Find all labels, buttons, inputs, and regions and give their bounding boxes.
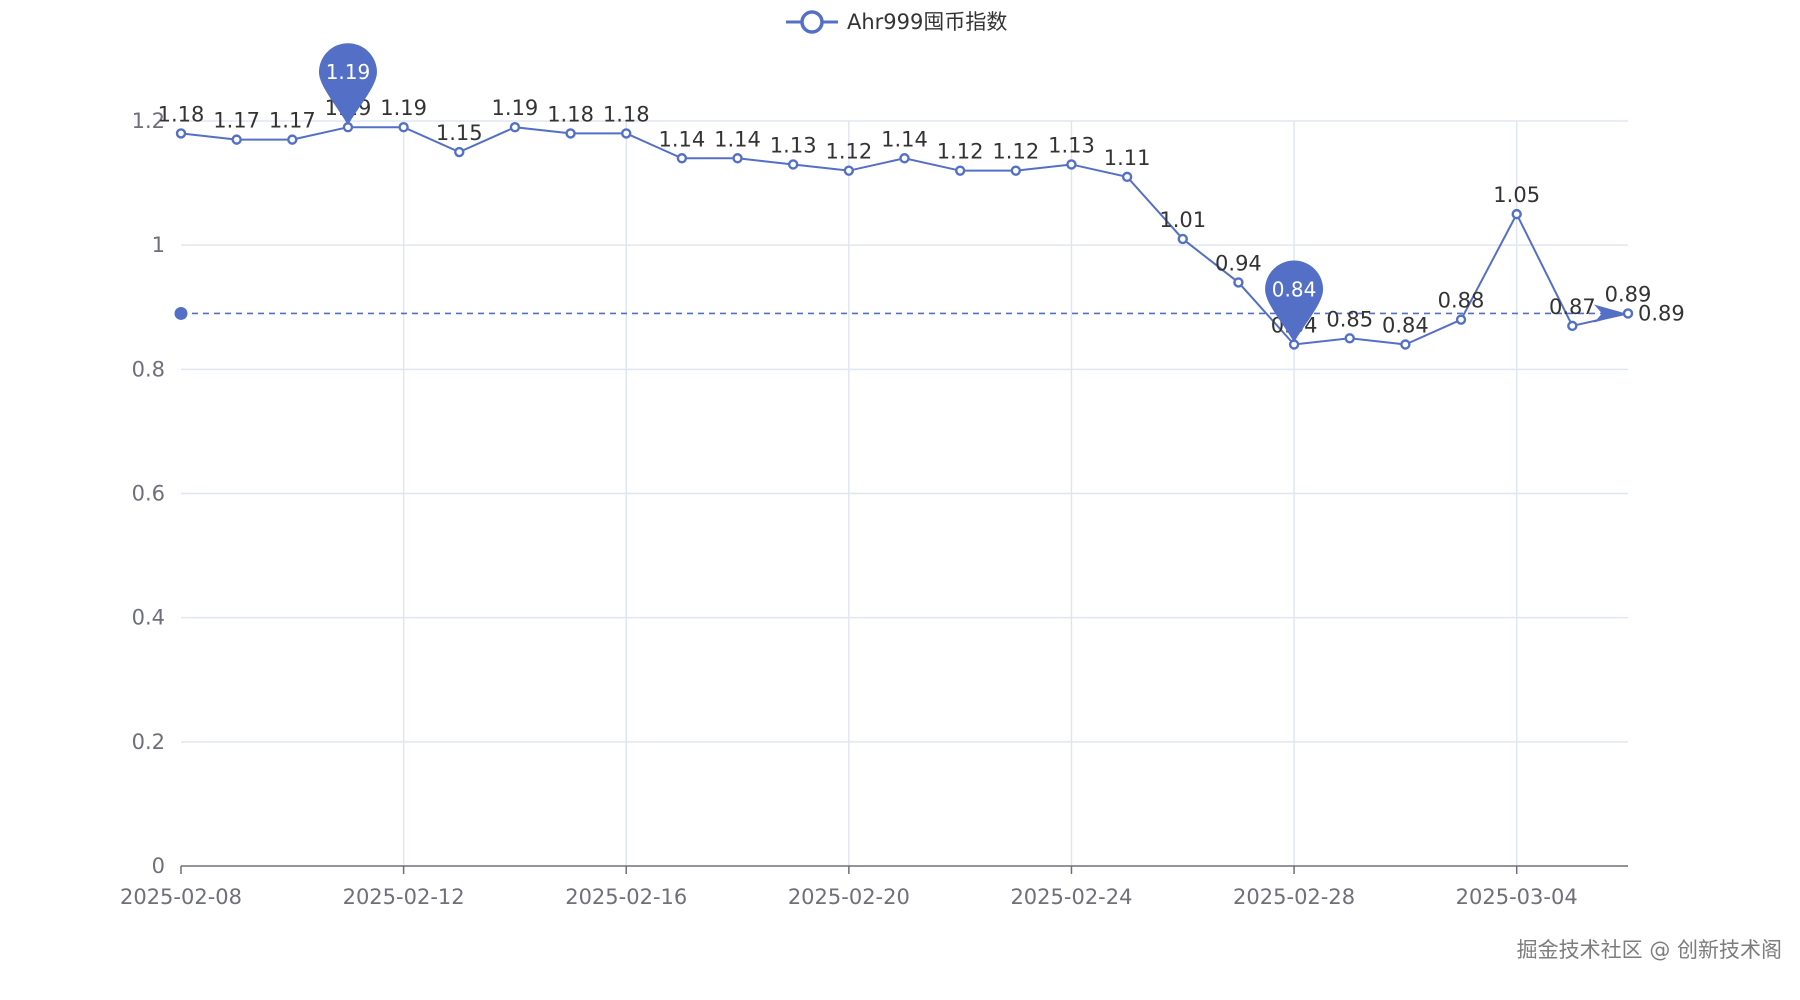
data-label: 0.89	[1605, 282, 1652, 306]
data-label: 1.18	[547, 102, 594, 126]
data-label: 1.01	[1159, 208, 1206, 232]
watermark: 掘金技术社区 @ 创新技术阁	[1516, 938, 1782, 962]
data-point	[1511, 208, 1522, 220]
data-label: 0.88	[1438, 289, 1485, 313]
data-label: 0.94	[1215, 251, 1262, 275]
markpoint-layer: 1.19 0.84	[318, 43, 1324, 343]
x-tick-label: 2025-02-20	[788, 885, 910, 909]
data-label: 1.13	[770, 133, 817, 157]
data-label: 1.19	[380, 96, 427, 120]
y-tick-label: 1.2	[132, 109, 165, 133]
x-tick-label: 2025-02-16	[565, 885, 687, 909]
data-point	[899, 153, 910, 164]
data-point	[621, 128, 632, 139]
data-point	[1233, 277, 1244, 288]
data-point	[398, 122, 409, 133]
data-point	[1177, 233, 1188, 245]
x-tick-label: 2025-03-04	[1456, 885, 1578, 909]
max-markpoint-label: 1.19	[326, 60, 371, 84]
data-label: 1.14	[881, 127, 928, 151]
average-line-start-dot	[174, 306, 188, 320]
data-point	[565, 128, 576, 139]
data-point	[287, 134, 298, 145]
legend-label: Ahr999囤币指数	[847, 10, 1007, 34]
data-label: 1.05	[1493, 183, 1540, 207]
x-tick-label: 2025-02-24	[1010, 885, 1132, 909]
grid-layer	[181, 120, 1628, 866]
series-layer	[175, 122, 1634, 350]
y-tick-label: 1	[152, 233, 165, 257]
data-label: 1.17	[213, 109, 260, 133]
data-point	[1567, 320, 1578, 332]
data-point	[732, 153, 743, 164]
average-line-label: 0.89	[1638, 301, 1685, 325]
data-point	[676, 153, 688, 164]
x-tick-label: 2025-02-12	[343, 885, 465, 909]
y-tick-label: 0.6	[132, 482, 165, 506]
data-point	[1066, 159, 1077, 170]
data-label: 1.14	[659, 127, 706, 151]
data-label: 1.14	[714, 127, 761, 151]
data-label: 1.17	[269, 109, 316, 133]
axis-layer: 0 0.2 0.4 0.6 0.8 1 1.2 2025-02-08 2025-02-12 202…	[120, 109, 1628, 909]
data-point	[954, 165, 966, 176]
average-line-arrow	[1594, 304, 1626, 323]
x-tick-label: 2025-02-08	[120, 885, 242, 909]
data-point	[1622, 308, 1634, 319]
data-point	[509, 122, 521, 133]
legend-circle-icon	[800, 10, 824, 34]
legend[interactable]: Ahr999囤币指数	[786, 10, 1007, 34]
data-label: 1.18	[158, 102, 205, 126]
data-point	[1121, 171, 1133, 183]
y-tick-label: 0.2	[132, 730, 165, 754]
y-tick-label: 0	[152, 854, 165, 878]
data-label: 0.87	[1549, 295, 1596, 319]
data-point	[175, 128, 187, 139]
data-point	[1400, 339, 1411, 350]
x-tick-label: 2025-02-28	[1233, 885, 1355, 909]
data-label: 1.13	[1048, 133, 1095, 157]
max-markpoint-pin	[318, 43, 377, 126]
data-point	[231, 134, 242, 145]
data-label: 0.84	[1382, 314, 1429, 338]
average-markline: 0.89	[174, 301, 1685, 325]
data-point	[1010, 165, 1022, 176]
data-point	[787, 159, 799, 170]
data-label: 1.12	[937, 140, 984, 164]
data-label: 1.12	[992, 140, 1039, 164]
y-tick-label: 0.8	[132, 357, 165, 381]
data-label: 1.19	[492, 96, 539, 120]
y-tick-label: 0.4	[132, 606, 165, 630]
data-point	[1344, 333, 1355, 344]
min-markpoint-pin	[1265, 260, 1324, 343]
data-label: 0.85	[1326, 307, 1373, 331]
data-label: 1.18	[603, 102, 650, 126]
data-point	[454, 146, 465, 158]
data-label: 1.12	[825, 140, 872, 164]
data-label-layer: 1.181.171.171.191.191.151.191.181.181.14…	[158, 96, 1652, 337]
data-label: 1.15	[436, 121, 483, 145]
data-point	[1455, 314, 1467, 325]
data-point	[843, 165, 855, 176]
data-label: 1.11	[1104, 146, 1151, 170]
min-markpoint-label: 0.84	[1272, 278, 1317, 302]
